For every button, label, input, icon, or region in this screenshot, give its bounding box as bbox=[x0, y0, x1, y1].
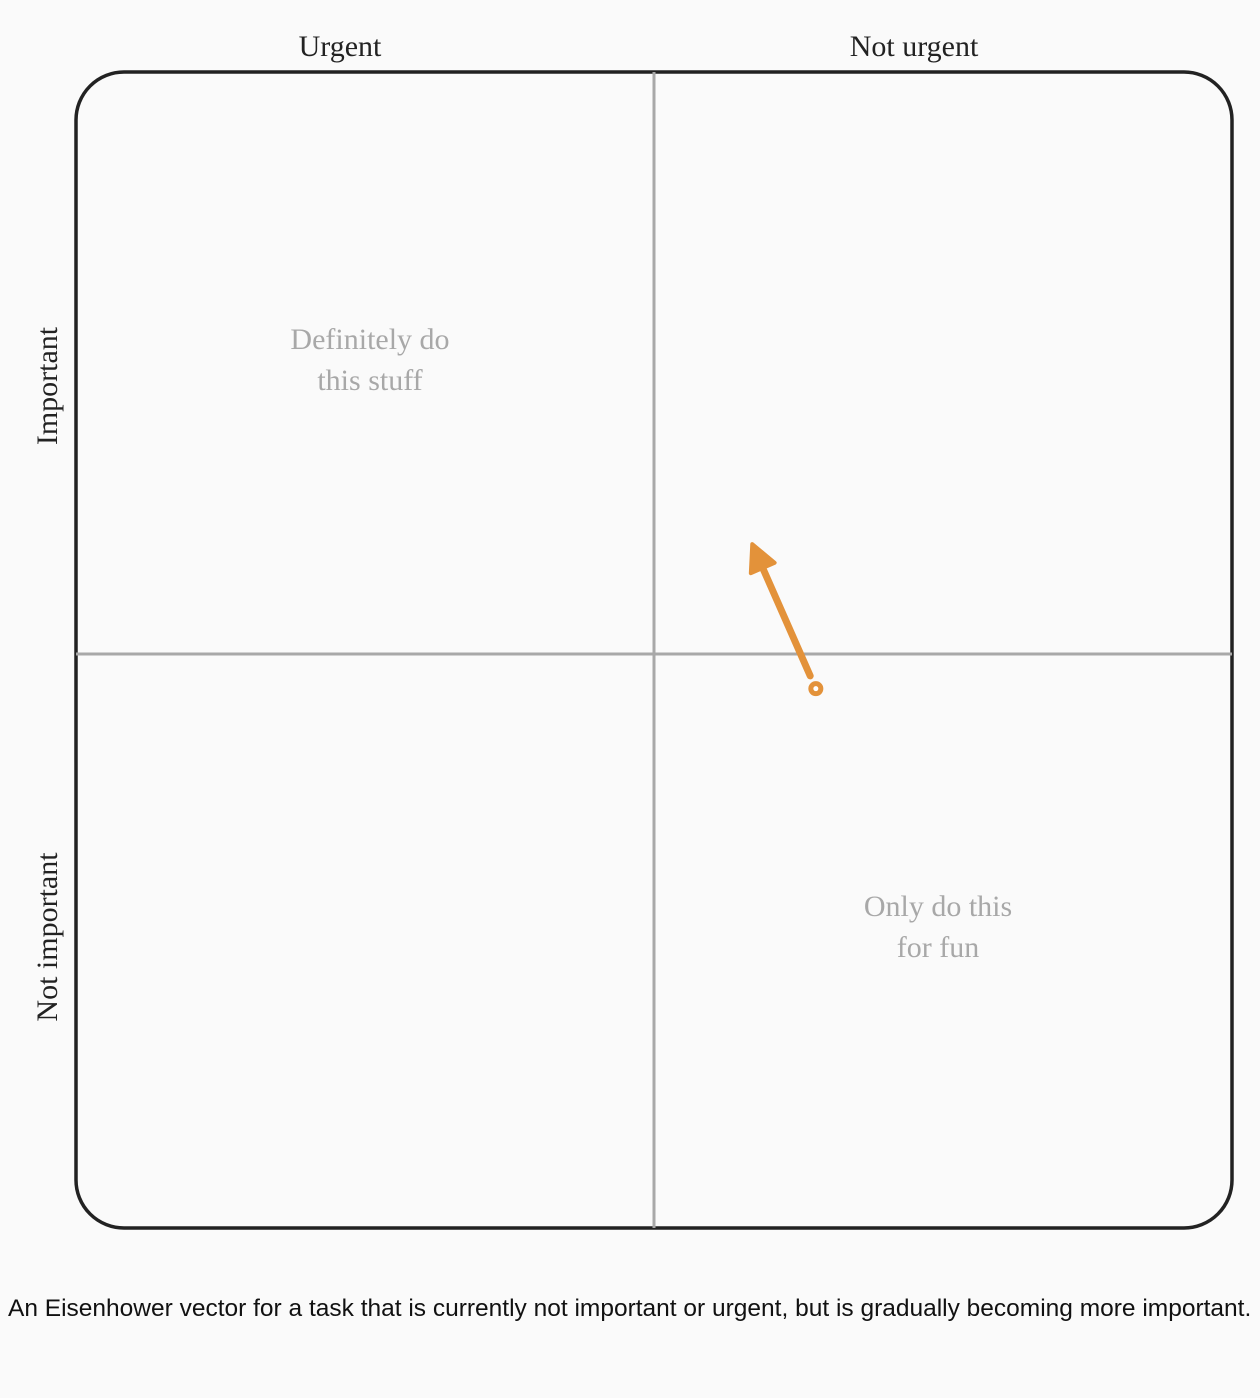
eisenhower-matrix: Urgent Not urgent Important Not importan… bbox=[31, 30, 1234, 1230]
vector-arrowhead bbox=[748, 542, 777, 576]
vector-shaft bbox=[759, 564, 814, 680]
row-label-not-important: Not important bbox=[31, 852, 64, 1022]
quadrant-label-fun: Only do this bbox=[864, 890, 1012, 923]
figure-caption: An Eisenhower vector for a task that is … bbox=[8, 1295, 1252, 1322]
vector-start-point bbox=[808, 681, 824, 697]
row-label-important: Important bbox=[31, 326, 64, 445]
column-label-urgent: Urgent bbox=[299, 30, 382, 63]
eisenhower-vector bbox=[748, 542, 824, 697]
quadrant-label-do: Definitely do bbox=[290, 323, 449, 356]
quadrant-label-fun-line2: for fun bbox=[897, 931, 979, 964]
column-label-not-urgent: Not urgent bbox=[850, 30, 979, 63]
quadrant-label-do-line2: this stuff bbox=[317, 364, 422, 397]
